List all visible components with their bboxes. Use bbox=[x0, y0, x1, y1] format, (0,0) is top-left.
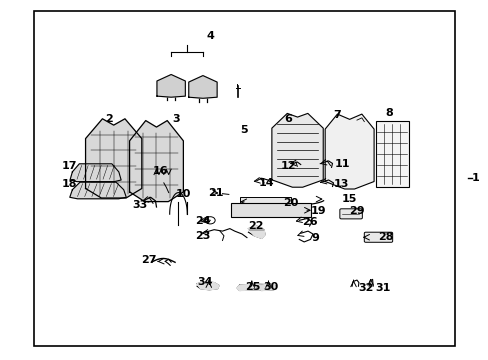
Text: 25: 25 bbox=[244, 282, 260, 292]
Polygon shape bbox=[325, 114, 373, 189]
Text: 34: 34 bbox=[197, 277, 213, 287]
Text: 29: 29 bbox=[348, 206, 364, 216]
Text: 7: 7 bbox=[333, 110, 341, 120]
Text: 4: 4 bbox=[206, 31, 214, 41]
Text: 15: 15 bbox=[341, 194, 356, 204]
Text: 13: 13 bbox=[333, 179, 348, 189]
Text: 3: 3 bbox=[172, 114, 180, 124]
Text: 32: 32 bbox=[357, 283, 373, 293]
Text: 22: 22 bbox=[247, 221, 263, 231]
Text: 8: 8 bbox=[384, 108, 392, 118]
Text: 1: 1 bbox=[470, 173, 478, 183]
Text: 6: 6 bbox=[284, 114, 292, 124]
Text: 20: 20 bbox=[282, 198, 298, 208]
Text: 19: 19 bbox=[310, 206, 325, 216]
Bar bbox=[375, 121, 408, 187]
Text: 30: 30 bbox=[263, 282, 278, 292]
Text: 10: 10 bbox=[175, 189, 191, 199]
Text: 18: 18 bbox=[61, 179, 77, 189]
Text: 16: 16 bbox=[152, 166, 168, 176]
Bar bbox=[239, 197, 290, 206]
Text: 17: 17 bbox=[61, 161, 77, 171]
Text: 28: 28 bbox=[378, 232, 393, 242]
Text: 21: 21 bbox=[208, 188, 224, 198]
Text: 9: 9 bbox=[311, 233, 319, 243]
Polygon shape bbox=[237, 284, 266, 291]
Bar bbox=[34, 11, 454, 346]
Polygon shape bbox=[157, 75, 185, 97]
Polygon shape bbox=[85, 119, 142, 198]
Text: 23: 23 bbox=[195, 231, 210, 241]
Bar bbox=[230, 203, 311, 217]
Polygon shape bbox=[197, 282, 219, 290]
Text: 12: 12 bbox=[280, 161, 296, 171]
Text: 5: 5 bbox=[239, 125, 247, 135]
Polygon shape bbox=[70, 182, 126, 199]
Polygon shape bbox=[248, 226, 264, 238]
Polygon shape bbox=[256, 284, 276, 291]
Text: 27: 27 bbox=[141, 255, 157, 265]
Text: 11: 11 bbox=[334, 159, 349, 169]
Polygon shape bbox=[129, 121, 183, 202]
Text: 24: 24 bbox=[195, 216, 210, 226]
Text: 26: 26 bbox=[302, 217, 317, 228]
Polygon shape bbox=[271, 113, 323, 187]
FancyBboxPatch shape bbox=[364, 232, 392, 242]
Text: 33: 33 bbox=[132, 200, 148, 210]
Text: 31: 31 bbox=[374, 283, 390, 293]
FancyBboxPatch shape bbox=[339, 209, 362, 219]
Polygon shape bbox=[70, 164, 121, 181]
Polygon shape bbox=[188, 76, 217, 98]
Text: 2: 2 bbox=[104, 114, 112, 124]
Text: 14: 14 bbox=[258, 177, 274, 188]
